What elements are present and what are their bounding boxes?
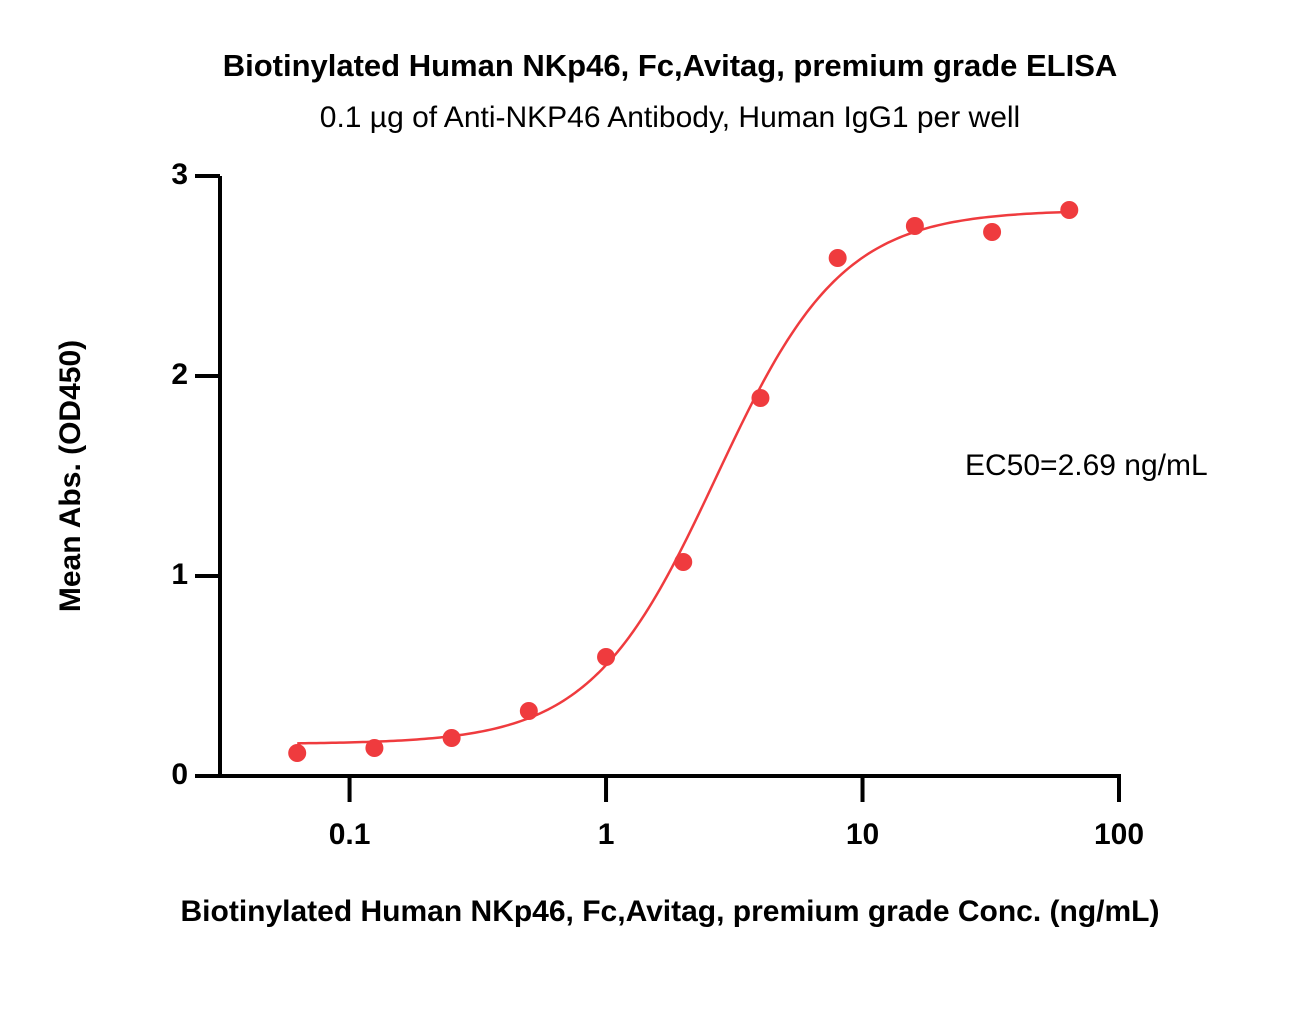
y-tick-label: 0 — [171, 758, 188, 791]
data-point — [751, 389, 770, 407]
y-axis-label: Mean Abs. (OD450) — [54, 340, 87, 612]
data-point — [905, 217, 924, 235]
data-point — [597, 648, 616, 666]
data-point — [983, 223, 1002, 241]
x-tick-label: 0.1 — [329, 818, 371, 851]
x-tick-label: 100 — [1094, 818, 1144, 851]
chart-title: Biotinylated Human NKp46, Fc,Avitag, pre… — [223, 48, 1118, 83]
data-point — [1060, 201, 1079, 219]
y-tick-label: 2 — [171, 358, 188, 391]
x-tick-label: 10 — [846, 818, 879, 851]
x-tick-label: 1 — [598, 818, 615, 851]
data-point — [519, 702, 538, 720]
y-tick-label: 1 — [171, 558, 188, 591]
data-point — [674, 553, 693, 571]
chart-subtitle: 0.1 µg of Anti-NKP46 Antibody, Human IgG… — [320, 101, 1020, 134]
data-point — [288, 744, 307, 762]
data-point — [828, 249, 847, 267]
fit-curve — [297, 210, 1070, 745]
x-axis-label: Biotinylated Human NKp46, Fc,Avitag, pre… — [181, 895, 1160, 928]
y-tick-label: 3 — [171, 158, 188, 191]
data-point — [442, 729, 461, 747]
data-point — [365, 739, 384, 757]
annotation: EC50=2.69 ng/mL — [965, 449, 1208, 482]
